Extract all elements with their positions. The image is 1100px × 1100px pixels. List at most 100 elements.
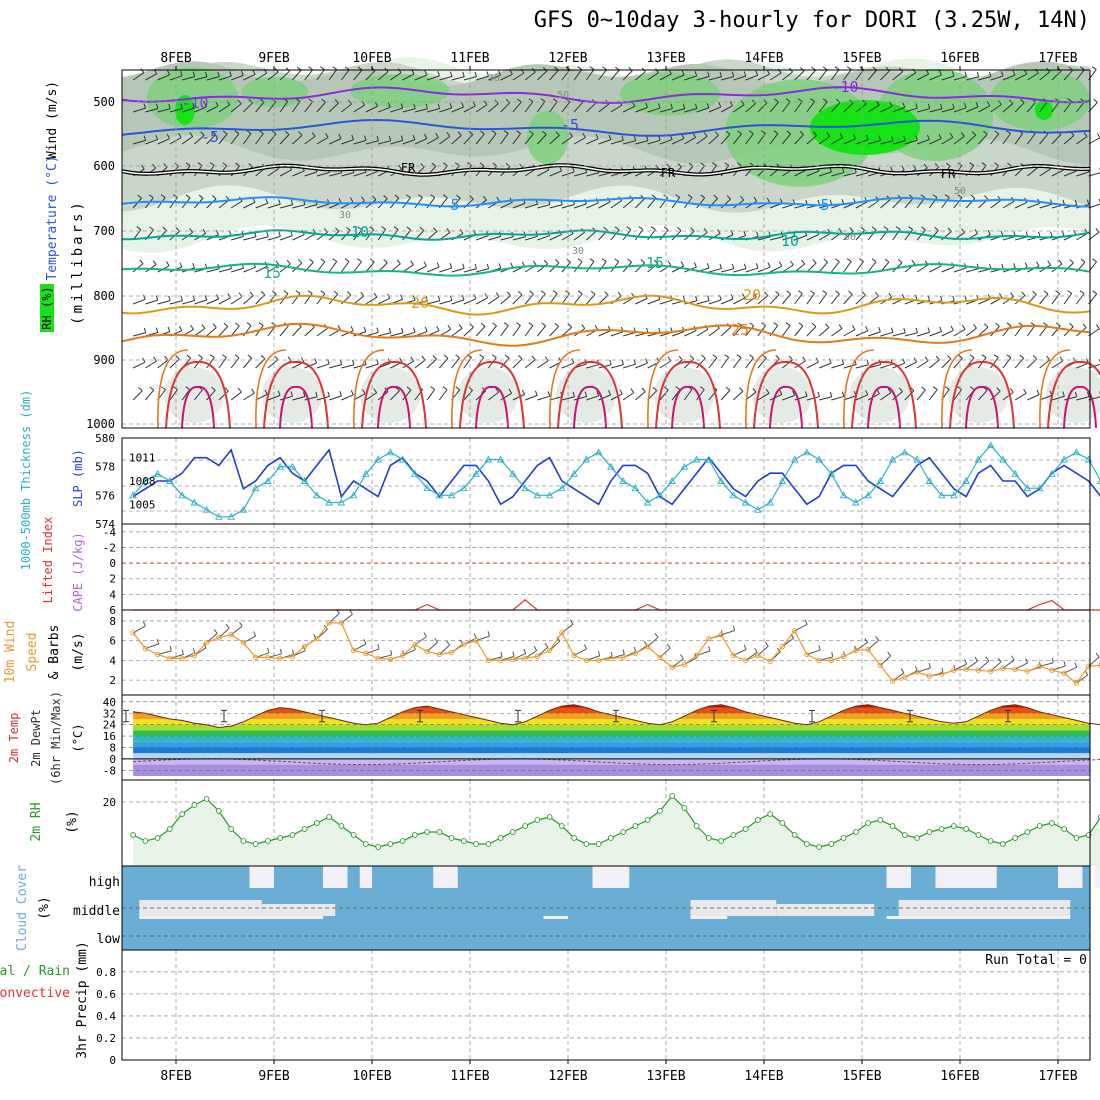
- wind10-point: [608, 655, 614, 662]
- contour-label: FR: [941, 167, 956, 181]
- wind-barb: [671, 74, 685, 81]
- wind-barb: [806, 293, 815, 305]
- rh2m-point: [350, 832, 357, 838]
- wind-barb: [806, 396, 820, 401]
- gridlines: [122, 70, 1090, 1060]
- wind-barb-flag: [212, 323, 217, 328]
- wind-barb: [561, 233, 574, 241]
- wind-barb: [843, 261, 852, 273]
- wind-barb-flag: [449, 71, 453, 77]
- wind-barb: [365, 261, 375, 273]
- wind-barb-flag: [743, 71, 747, 77]
- thickness-point: [607, 462, 615, 470]
- wind-barb-flag: [458, 324, 463, 329]
- wind-barb: [684, 137, 696, 145]
- lifted-line: [133, 599, 1100, 611]
- wind-barb-flag: [1092, 290, 1098, 295]
- ylabel-total-rain: Total / Rain: [0, 964, 70, 979]
- wind-barb-flag: [838, 228, 843, 233]
- wind-barb: [929, 331, 942, 337]
- wind-barb: [598, 330, 611, 337]
- wind-barb-flag: [725, 386, 731, 391]
- thickness-point: [411, 469, 419, 477]
- wind-barb-flag: [927, 103, 931, 109]
- thickness-point: [533, 491, 542, 499]
- contour-label: -5: [201, 128, 219, 146]
- day-label-bottom: 10FEB: [352, 1069, 391, 1084]
- wind-barb: [904, 361, 917, 369]
- wind-barb: [524, 359, 536, 369]
- wind-barb: [132, 332, 146, 337]
- wind-barb-flag: [430, 386, 435, 390]
- wind-barb-flag: [719, 71, 722, 77]
- wind-barb: [794, 235, 808, 241]
- wind-barb: [635, 71, 646, 81]
- wind-barb-flag: [890, 327, 894, 333]
- wind-barb-flag: [516, 130, 521, 134]
- wind-barb-flag: [198, 194, 204, 199]
- wind-barb-flag: [1001, 263, 1004, 269]
- wind-barb-flag: [223, 322, 229, 327]
- day-label-bottom: 14FEB: [744, 1069, 783, 1084]
- wind10-point: [644, 643, 651, 650]
- rh2m-point: [865, 820, 871, 826]
- wind-barb-flag: [446, 228, 451, 233]
- wind-barb-flag: [694, 103, 698, 109]
- wind-barb: [341, 364, 355, 369]
- wind10-point: [1073, 680, 1080, 686]
- wind-barb-flag: [883, 226, 889, 230]
- thickness-point: [729, 491, 738, 499]
- wind-barb-flag: [851, 325, 856, 330]
- wind-barb: [1027, 202, 1040, 209]
- wind-barb: [818, 327, 830, 337]
- wind-barb-flag: [462, 263, 465, 269]
- wind-barb: [487, 325, 497, 337]
- wind-barb-flag: [859, 258, 864, 262]
- wind-barb-flag: [903, 135, 906, 141]
- wind-barb: [365, 199, 377, 209]
- pressure-tick: 1000: [86, 417, 115, 431]
- wind-barb-flag: [496, 196, 500, 202]
- wind-barb-flag: [373, 388, 378, 393]
- thickness-point: [692, 455, 701, 463]
- rh2m-point: [191, 802, 198, 808]
- wind-barb: [279, 70, 290, 81]
- wind-barb-flag: [584, 391, 588, 397]
- wind-barb-flag: [871, 226, 877, 231]
- wind-barb-flag: [398, 164, 402, 170]
- cloud-high-gap: [1094, 866, 1100, 888]
- wind-barb-flag: [884, 258, 890, 263]
- wind-barb-flag: [891, 135, 894, 141]
- contour-label: FR: [401, 161, 416, 175]
- wind-barb-flag: [141, 164, 145, 170]
- wind-barb-flag: [1080, 258, 1086, 263]
- wind-barb: [573, 172, 587, 177]
- wind10-point: [877, 662, 884, 668]
- rh2m-point: [1061, 826, 1067, 832]
- wind-barb: [941, 330, 954, 337]
- wind-barb-flag: [749, 354, 754, 359]
- thickness-point: [570, 469, 578, 477]
- wind-barb-flag: [826, 132, 831, 137]
- wind-barb-flag: [468, 130, 474, 135]
- wind-barb-flag: [1032, 355, 1038, 360]
- wind-barb: [561, 69, 571, 81]
- wind-barb: [1002, 74, 1016, 81]
- wind-barb-flag: [932, 194, 938, 198]
- thickness-point: [251, 484, 260, 492]
- wind-barb: [1051, 70, 1062, 81]
- wind-barb: [524, 235, 538, 241]
- wind-barb-flag: [396, 259, 401, 265]
- rh2m-area: [133, 796, 1100, 866]
- wind-barb-flag: [136, 226, 142, 230]
- wind-barb: [904, 390, 915, 401]
- wind-barb: [451, 357, 460, 369]
- wind10-point: [1012, 666, 1018, 672]
- wind-barb-flag: [510, 262, 514, 268]
- wind-barb: [488, 296, 500, 305]
- rh-blob-surface: [164, 367, 224, 423]
- wind-barb: [353, 295, 365, 305]
- wind-barb-flag: [687, 194, 693, 198]
- wind-barb: [365, 296, 378, 305]
- wind-barb-flag: [363, 326, 367, 332]
